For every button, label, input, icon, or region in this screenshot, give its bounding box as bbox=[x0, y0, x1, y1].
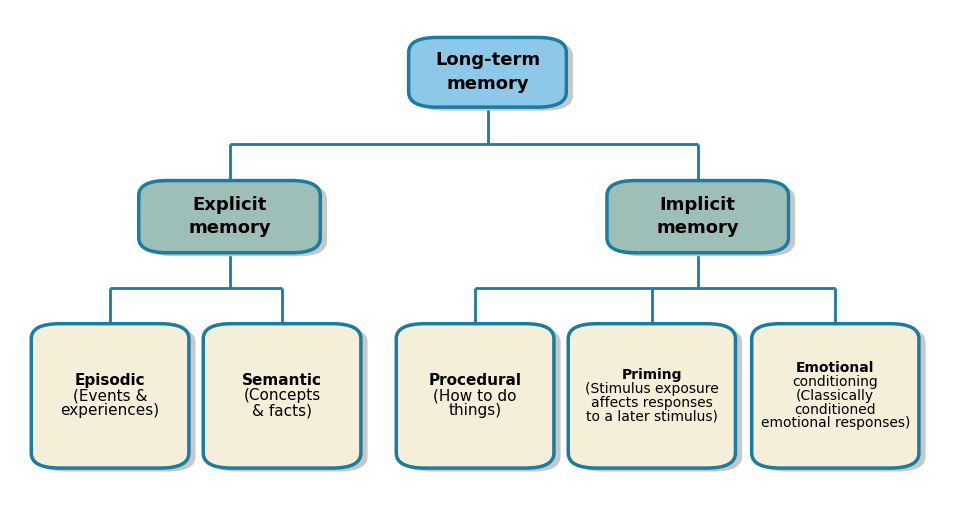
Text: Priming: Priming bbox=[622, 368, 682, 383]
Text: Episodic: Episodic bbox=[75, 373, 145, 388]
Text: affects responses: affects responses bbox=[591, 396, 713, 410]
FancyBboxPatch shape bbox=[31, 324, 189, 468]
Text: Procedural: Procedural bbox=[429, 373, 522, 388]
FancyBboxPatch shape bbox=[396, 324, 554, 468]
FancyBboxPatch shape bbox=[606, 180, 789, 253]
FancyBboxPatch shape bbox=[752, 324, 918, 468]
FancyBboxPatch shape bbox=[403, 327, 561, 471]
Text: things): things) bbox=[448, 403, 502, 419]
Text: (Stimulus exposure: (Stimulus exposure bbox=[585, 382, 719, 396]
Text: (Classically: (Classically bbox=[797, 389, 875, 403]
FancyBboxPatch shape bbox=[415, 41, 573, 111]
FancyBboxPatch shape bbox=[210, 327, 368, 471]
Text: (How to do: (How to do bbox=[433, 389, 517, 403]
FancyBboxPatch shape bbox=[38, 327, 196, 471]
Text: (Concepts: (Concepts bbox=[244, 389, 321, 403]
FancyBboxPatch shape bbox=[409, 38, 566, 107]
Text: emotional responses): emotional responses) bbox=[760, 417, 910, 430]
Text: (Events &: (Events & bbox=[73, 389, 147, 403]
Text: Implicit
memory: Implicit memory bbox=[656, 196, 739, 237]
Text: Emotional: Emotional bbox=[797, 362, 875, 375]
FancyBboxPatch shape bbox=[613, 184, 796, 256]
Text: to a later stimulus): to a later stimulus) bbox=[586, 409, 718, 424]
Text: Explicit
memory: Explicit memory bbox=[188, 196, 271, 237]
FancyBboxPatch shape bbox=[138, 180, 320, 253]
FancyBboxPatch shape bbox=[568, 324, 735, 468]
FancyBboxPatch shape bbox=[759, 327, 925, 471]
Text: conditioned: conditioned bbox=[795, 403, 877, 417]
Text: Long-term
memory: Long-term memory bbox=[435, 51, 540, 93]
Text: conditioning: conditioning bbox=[793, 375, 878, 389]
Text: Semantic: Semantic bbox=[242, 373, 322, 388]
FancyBboxPatch shape bbox=[575, 327, 742, 471]
FancyBboxPatch shape bbox=[145, 184, 327, 256]
FancyBboxPatch shape bbox=[203, 324, 361, 468]
Text: experiences): experiences) bbox=[60, 403, 160, 419]
Text: & facts): & facts) bbox=[253, 403, 312, 419]
